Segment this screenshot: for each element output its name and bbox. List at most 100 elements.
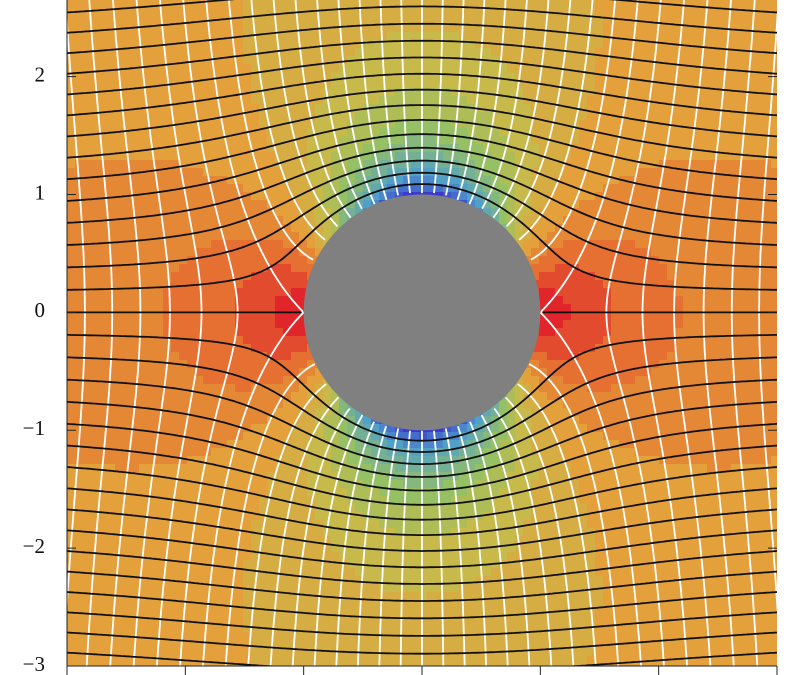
field-cell: [283, 320, 292, 329]
field-cell: [91, 368, 100, 377]
field-cell: [739, 8, 748, 17]
field-cell: [627, 112, 636, 121]
field-cell: [563, 360, 572, 369]
field-cell: [635, 328, 644, 337]
field-cell: [227, 440, 236, 449]
field-cell: [267, 24, 276, 33]
field-cell: [587, 296, 596, 305]
field-cell: [723, 32, 732, 41]
field-cell: [667, 24, 676, 33]
field-cell: [651, 488, 660, 497]
field-cell: [619, 200, 628, 209]
field-cell: [723, 136, 732, 145]
field-cell: [587, 80, 596, 89]
field-cell: [643, 8, 652, 17]
field-cell: [467, 496, 476, 505]
field-cell: [395, 424, 404, 433]
field-cell: [139, 272, 148, 281]
field-cell: [107, 80, 116, 89]
field-cell: [555, 72, 564, 81]
field-cell: [283, 72, 292, 81]
field-cell: [627, 216, 636, 225]
field-cell: [187, 80, 196, 89]
field-cell: [467, 112, 476, 121]
field-cell: [259, 128, 268, 137]
field-cell: [715, 240, 724, 249]
field-cell: [627, 144, 636, 153]
field-cell: [691, 184, 700, 193]
field-cell: [67, 232, 76, 241]
field-cell: [603, 368, 612, 377]
field-cell: [323, 192, 332, 201]
field-cell: [707, 280, 716, 289]
field-cell: [435, 456, 444, 465]
field-cell: [67, 272, 76, 281]
field-cell: [483, 88, 492, 97]
field-cell: [515, 464, 524, 473]
field-cell: [715, 360, 724, 369]
field-cell: [331, 496, 340, 505]
field-cell: [515, 392, 524, 401]
field-cell: [499, 56, 508, 65]
field-cell: [483, 104, 492, 113]
field-cell: [75, 288, 84, 297]
field-cell: [315, 392, 324, 401]
field-cell: [259, 328, 268, 337]
field-cell: [251, 184, 260, 193]
field-cell: [523, 176, 532, 185]
field-cell: [651, 128, 660, 137]
field-cell: [675, 112, 684, 121]
field-cell: [91, 480, 100, 489]
field-cell: [507, 64, 516, 73]
field-cell: [147, 168, 156, 177]
field-cell: [571, 280, 580, 289]
field-cell: [723, 448, 732, 457]
field-cell: [83, 288, 92, 297]
field-cell: [715, 152, 724, 161]
field-cell: [267, 72, 276, 81]
field-cell: [755, 56, 764, 65]
field-cell: [739, 344, 748, 353]
field-cell: [251, 288, 260, 297]
field-cell: [123, 456, 132, 465]
field-cell: [571, 200, 580, 209]
field-cell: [131, 96, 140, 105]
field-cell: [579, 408, 588, 417]
field-cell: [155, 56, 164, 65]
field-cell: [555, 400, 564, 409]
field-cell: [227, 408, 236, 417]
field-cell: [139, 176, 148, 185]
field-cell: [571, 344, 580, 353]
field-cell: [387, 160, 396, 169]
field-cell: [523, 88, 532, 97]
field-cell: [699, 184, 708, 193]
field-cell: [251, 136, 260, 145]
field-cell: [531, 72, 540, 81]
field-cell: [587, 408, 596, 417]
field-cell: [699, 392, 708, 401]
field-cell: [291, 96, 300, 105]
field-cell: [219, 32, 228, 41]
field-cell: [99, 320, 108, 329]
field-cell: [67, 184, 76, 193]
field-cell: [275, 464, 284, 473]
field-cell: [443, 496, 452, 505]
field-cell: [115, 448, 124, 457]
field-cell: [539, 440, 548, 449]
field-cell: [627, 368, 636, 377]
field-cell: [275, 176, 284, 185]
field-cell: [371, 160, 380, 169]
field-cell: [155, 296, 164, 305]
field-cell: [139, 320, 148, 329]
field-cell: [131, 72, 140, 81]
field-cell: [523, 80, 532, 89]
field-cell: [75, 72, 84, 81]
field-cell: [83, 472, 92, 481]
field-cell: [547, 144, 556, 153]
field-cell: [619, 264, 628, 273]
field-cell: [171, 152, 180, 161]
field-cell: [115, 400, 124, 409]
field-cell: [547, 376, 556, 385]
field-cell: [435, 48, 444, 57]
field-cell: [339, 416, 348, 425]
